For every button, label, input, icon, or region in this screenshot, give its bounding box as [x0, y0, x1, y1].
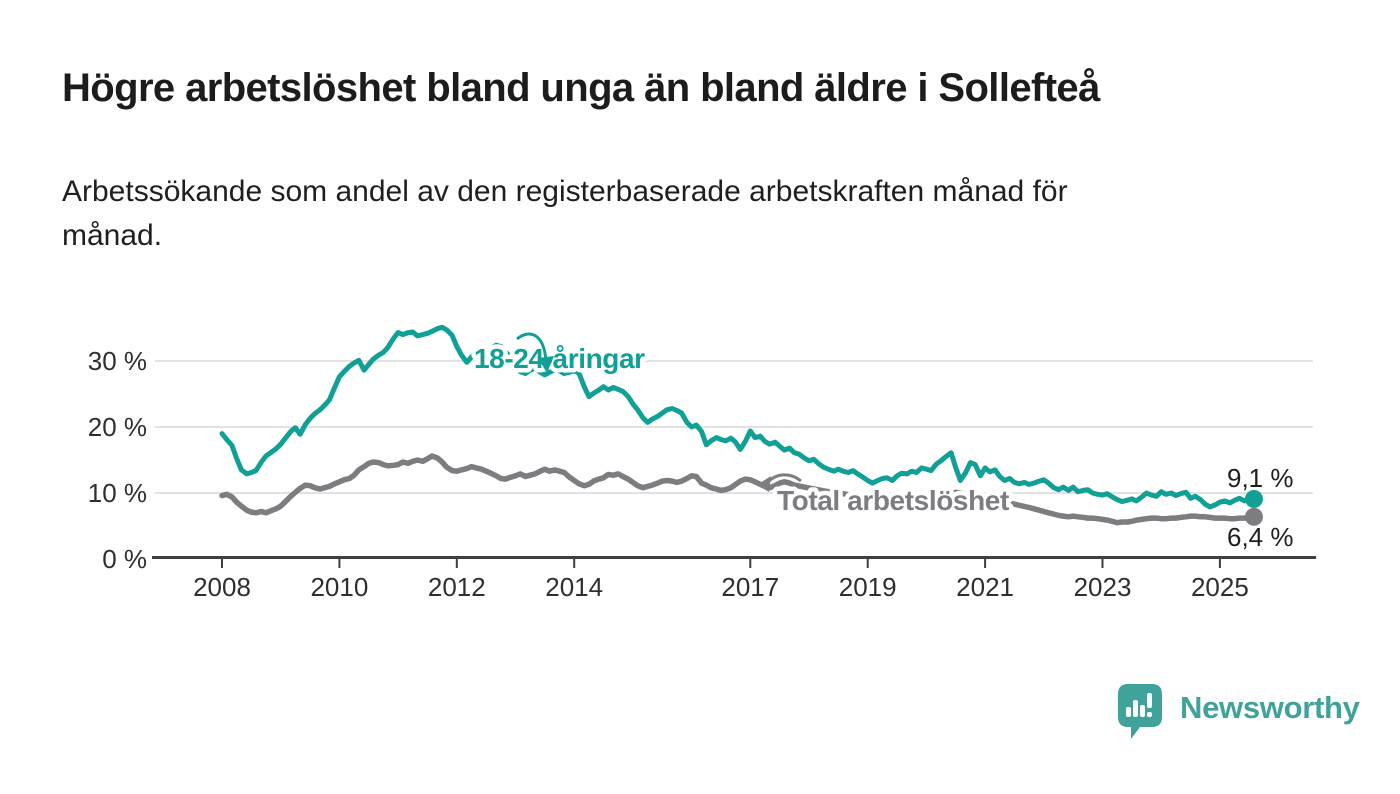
series-label-youth: 18-24-åringar — [474, 343, 645, 374]
series-line-total — [219, 453, 1257, 526]
x-axis-tick-label: 2021 — [956, 572, 1014, 602]
x-axis-tick-label: 2012 — [428, 572, 486, 602]
page-title: Högre arbetslöshet bland unga än bland ä… — [62, 66, 1100, 110]
annotation-arrows — [516, 332, 802, 492]
series-line-youth — [219, 324, 1257, 510]
gridlines — [155, 360, 1313, 494]
total-label-arrowhead-icon — [757, 476, 771, 492]
end-markers: 9,1 % 6,4 % — [1227, 463, 1294, 552]
x-axis-tick-label: 2008 — [193, 572, 251, 602]
brand-name: Newsworthy — [1180, 690, 1360, 725]
y-axis-tick-label: 0 % — [102, 544, 147, 574]
y-axis-tick-label: 10 % — [88, 478, 147, 508]
youth-label-arrow-icon — [516, 332, 548, 362]
x-axis-tick-label: 2019 — [839, 572, 897, 602]
y-axis-tick-label: 30 % — [88, 346, 147, 376]
y-axis-labels: 0 % 10 % 20 % 30 % — [88, 346, 147, 574]
series-lines — [219, 324, 1257, 526]
series-labels: 18-24-åringar Total arbetslöshet — [470, 339, 1014, 521]
series-label-total: Total arbetslöshet — [777, 485, 1009, 516]
youth-label-arrowhead-icon — [538, 356, 554, 373]
x-axis-tick-label: 2010 — [310, 572, 368, 602]
subtitle-line-1: Arbetssökande som andel av den registerb… — [62, 175, 1068, 208]
x-axis-tick-label: 2014 — [545, 572, 603, 602]
end-dot-youth — [1244, 489, 1263, 508]
end-dot-total — [1244, 507, 1263, 526]
y-axis-tick-label: 20 % — [88, 412, 147, 442]
x-axis-tick-label: 2023 — [1074, 572, 1132, 602]
x-axis: 2008 2010 2012 2014 2017 2019 2021 2023 2025 — [152, 556, 1316, 602]
chart-subtitle: Arbetssökande som andel av den registerb… — [62, 170, 1312, 258]
end-value-label-total: 6,4 % — [1227, 522, 1294, 552]
end-value-label-youth: 9,1 % — [1227, 463, 1294, 493]
subtitle-line-2: månad. — [62, 219, 163, 252]
newsworthy-logo[interactable]: Newsworthy — [1118, 684, 1360, 742]
x-axis-tick-label: 2017 — [721, 572, 779, 602]
x-axis-tick-label: 2025 — [1191, 572, 1249, 602]
logo-bubble-icon — [1118, 684, 1162, 739]
